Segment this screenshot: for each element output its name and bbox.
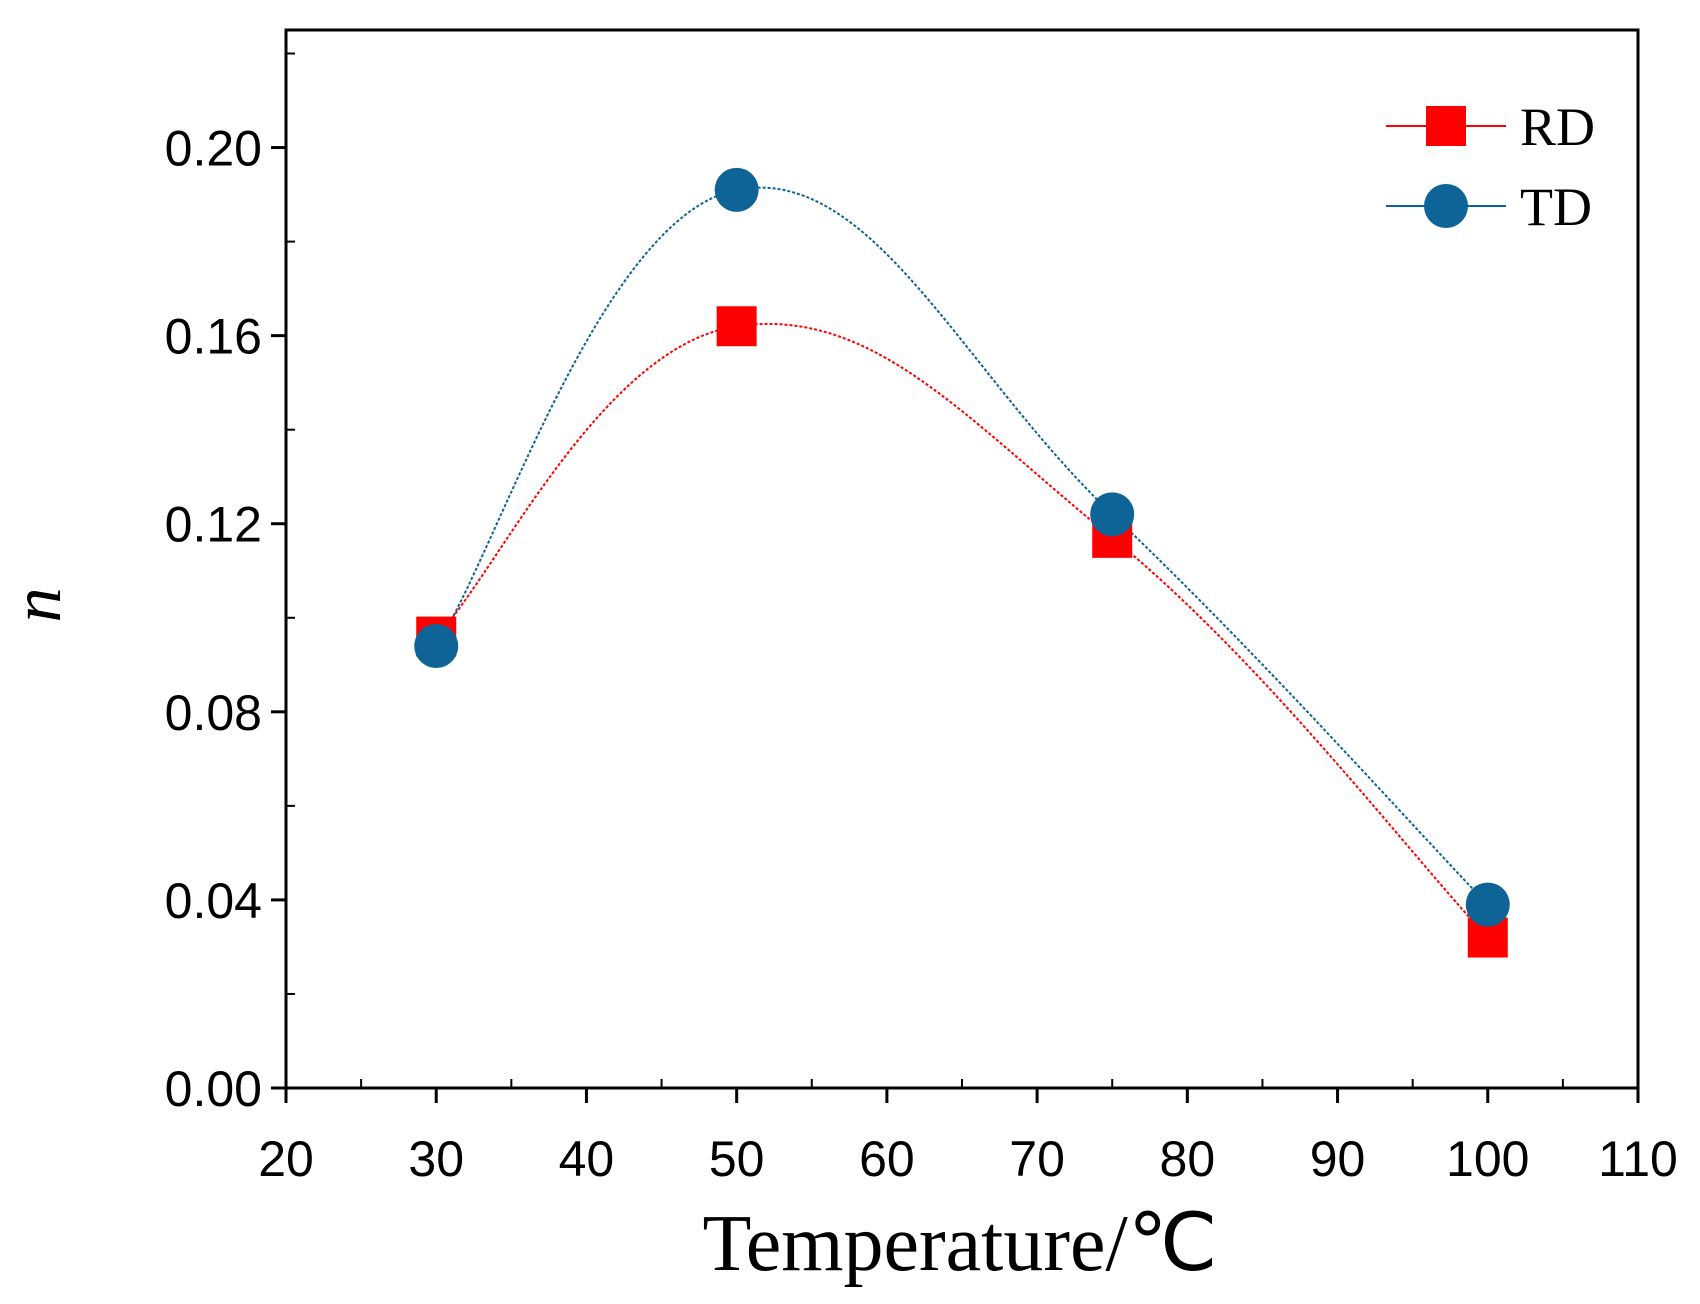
- legend: RD TD: [1386, 97, 1595, 237]
- legend-label-rd: RD: [1520, 97, 1595, 157]
- y-tick-label: 0.04: [165, 873, 262, 929]
- data-point-td: [414, 623, 459, 668]
- x-tick-label: 80: [1160, 1131, 1216, 1187]
- x-tick-label: 20: [258, 1131, 314, 1187]
- y-tick-label: 0.00: [165, 1061, 262, 1117]
- series-line-rd: [435, 322, 1489, 939]
- data-point-td: [714, 167, 759, 212]
- legend-marker-rd: [1426, 106, 1466, 146]
- x-axis-title: Temperature/℃: [702, 1200, 1217, 1288]
- y-tick-label: 0.12: [165, 497, 262, 553]
- data-point-td: [1090, 492, 1135, 537]
- y-axis-title: n: [0, 588, 76, 623]
- data-point-td: [1465, 882, 1510, 927]
- x-tick-label: 50: [709, 1131, 765, 1187]
- x-tick-label: 70: [1009, 1131, 1065, 1187]
- x-tick-label: 30: [408, 1131, 464, 1187]
- x-tick-label: 100: [1446, 1131, 1529, 1187]
- legend-marker-td: [1424, 184, 1468, 228]
- y-tick-label: 0.20: [165, 121, 262, 177]
- y-ticks: 0.00 0.04 0.08 0.12 0.16 0.20: [165, 52, 295, 1117]
- x-tick-label: 60: [859, 1131, 915, 1187]
- x-tick-label: 110: [1598, 1131, 1678, 1187]
- y-tick-label: 0.08: [165, 685, 262, 741]
- series-line-td: [435, 186, 1489, 906]
- x-tick-label: 90: [1310, 1131, 1366, 1187]
- legend-label-td: TD: [1520, 177, 1592, 237]
- x-ticks: 20 30 40 50 60 70 80 90 100 110: [258, 1079, 1678, 1187]
- y-tick-label: 0.16: [165, 309, 262, 365]
- series-layer: [414, 167, 1510, 958]
- x-tick-label: 40: [559, 1131, 615, 1187]
- data-point-rd: [716, 306, 757, 347]
